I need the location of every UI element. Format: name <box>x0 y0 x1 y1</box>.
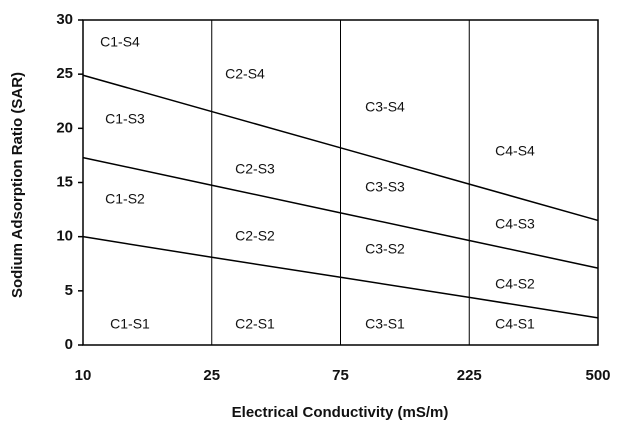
zone-label: C2-S4 <box>225 66 265 82</box>
zone-label: C3-S1 <box>365 316 405 332</box>
zone-label: C1-S1 <box>110 316 150 332</box>
x-axis-label: Electrical Conductivity (mS/m) <box>232 404 449 421</box>
y-tick-label: 15 <box>56 173 73 190</box>
zone-label: C4-S3 <box>495 216 535 232</box>
zone-label: C2-S2 <box>235 228 275 244</box>
x-tick-label: 500 <box>585 367 610 384</box>
x-tick-label: 75 <box>332 367 349 384</box>
zone-label: C1-S2 <box>105 191 145 207</box>
y-tick-label: 20 <box>56 119 73 136</box>
y-tick-label: 5 <box>65 282 73 299</box>
zone-label: C2-S3 <box>235 161 275 177</box>
zone-label: C4-S1 <box>495 316 535 332</box>
zone-label: C1-S4 <box>100 34 140 50</box>
boundary-line <box>82 74 599 222</box>
zone-label: C4-S4 <box>495 143 535 159</box>
y-axis-label: Sodium Adsorption Ratio (SAR) <box>9 72 26 298</box>
y-tick-label: 10 <box>56 228 73 245</box>
zone-label: C3-S4 <box>365 99 405 115</box>
y-tick-label: 25 <box>56 65 73 82</box>
x-tick-label: 10 <box>75 367 92 384</box>
x-tick-label: 225 <box>457 367 482 384</box>
zone-label: C3-S3 <box>365 179 405 195</box>
y-tick-label: 0 <box>65 336 73 353</box>
boundary-line <box>82 235 599 319</box>
boundary-line <box>82 156 599 269</box>
zone-label: C2-S1 <box>235 316 275 332</box>
zone-label: C1-S3 <box>105 111 145 127</box>
x-tick-label: 25 <box>203 367 220 384</box>
y-tick-label: 30 <box>56 11 73 28</box>
zone-label: C4-S2 <box>495 276 535 292</box>
zone-label: C3-S2 <box>365 241 405 257</box>
